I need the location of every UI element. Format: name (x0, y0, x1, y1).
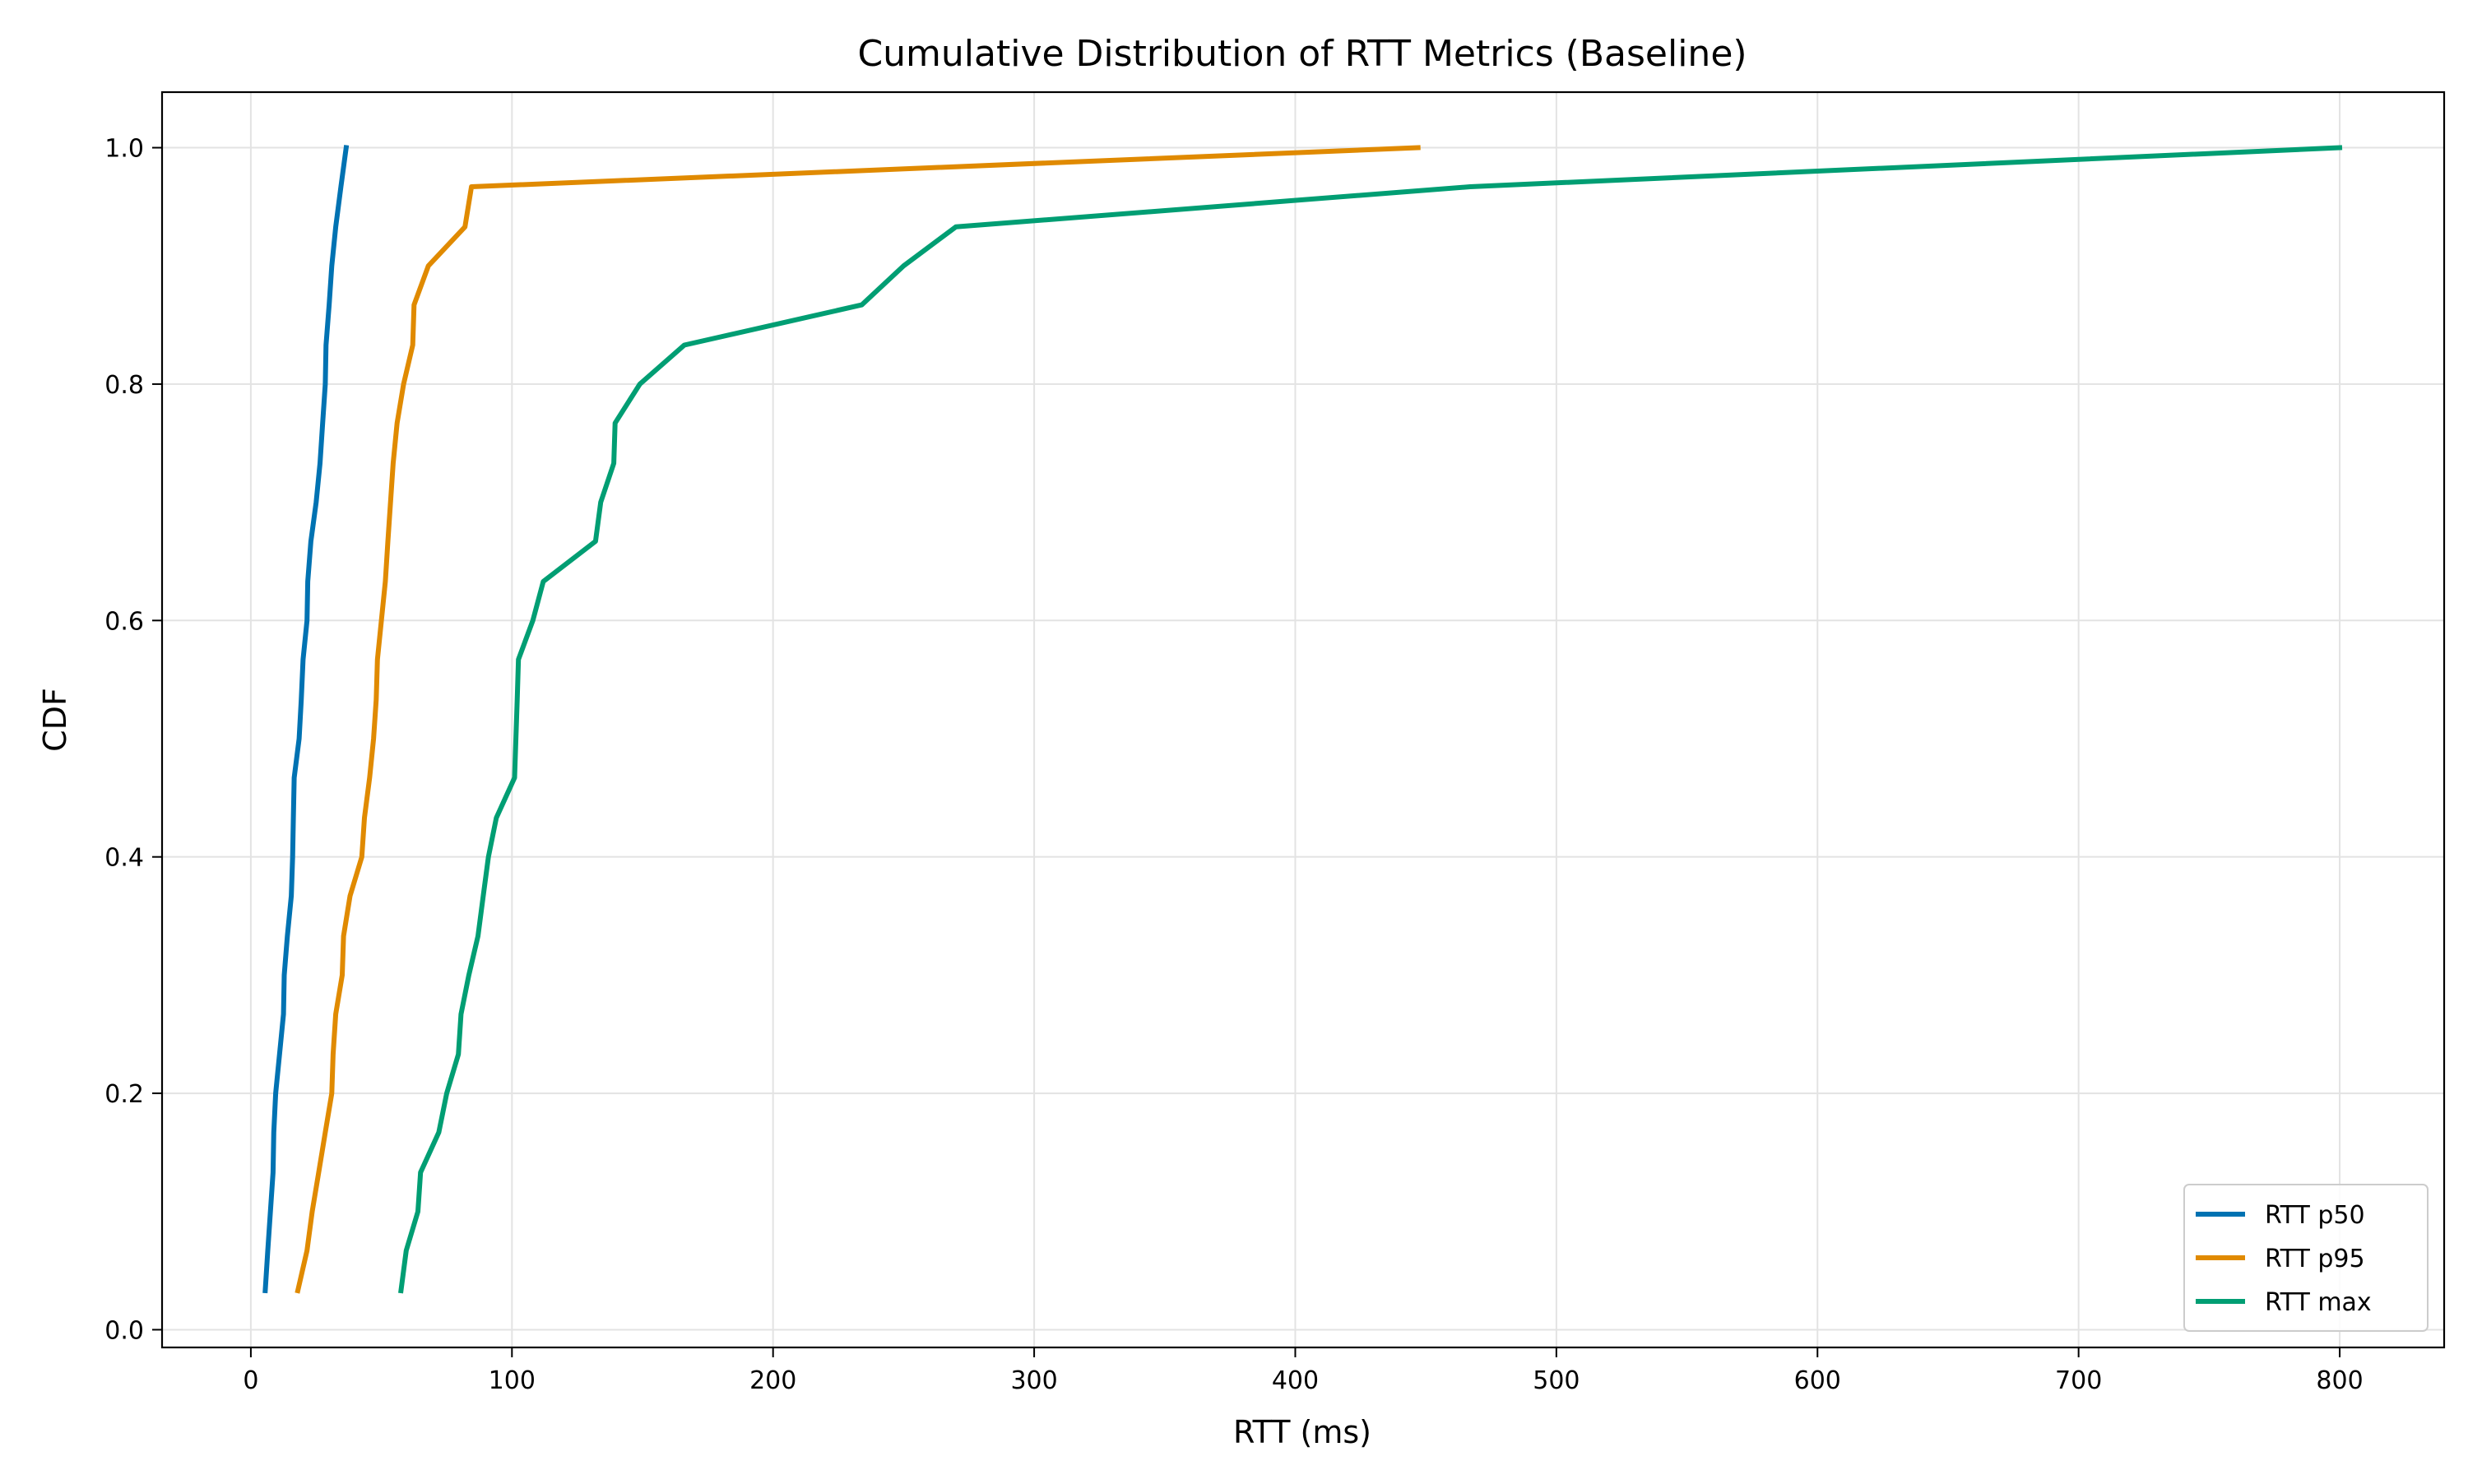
legend-label: RTT max (2265, 1288, 2372, 1317)
series-line-rtt-max (398, 145, 2343, 1294)
x-tick-label: 300 (1010, 1366, 1057, 1395)
x-tick-label: 400 (1272, 1366, 1319, 1395)
chart-title: Cumulative Distribution of RTT Metrics (… (857, 33, 1747, 75)
y-axis-ticks: 0.0 0.2 0.4 0.6 0.8 1.0 (104, 135, 162, 1345)
series-line-rtt-p95 (295, 145, 1421, 1294)
y-tick-label: 0.8 (104, 371, 144, 400)
x-tick-label: 0 (243, 1366, 258, 1395)
y-tick-label: 0.0 (104, 1316, 144, 1345)
x-tick-label: 600 (1794, 1366, 1841, 1395)
series-lines (262, 145, 2343, 1294)
plot-frame (160, 90, 2446, 1349)
grid-lines (162, 92, 2444, 1347)
y-axis-label: CDF (37, 688, 73, 752)
y-tick-label: 1.0 (104, 135, 144, 164)
legend-label: RTT p50 (2265, 1201, 2365, 1230)
series-line-rtt-p50 (262, 145, 350, 1294)
y-tick-label: 0.2 (104, 1080, 144, 1109)
y-tick-label: 0.4 (104, 844, 144, 873)
legend-box (2183, 1184, 2429, 1332)
x-tick-label: 500 (1533, 1366, 1580, 1395)
x-axis-label: RTT (ms) (1233, 1414, 1371, 1450)
y-tick-label: 0.6 (104, 607, 144, 636)
x-axis-ticks: 0 100 200 300 400 500 600 700 800 (243, 1347, 2364, 1395)
legend: RTT p50 RTT p95 RTT max (2183, 1184, 2429, 1332)
x-tick-label: 200 (749, 1366, 796, 1395)
x-tick-label: 800 (2316, 1366, 2363, 1395)
x-tick-label: 100 (489, 1366, 536, 1395)
legend-label: RTT p95 (2265, 1245, 2365, 1273)
x-tick-label: 700 (2055, 1366, 2102, 1395)
